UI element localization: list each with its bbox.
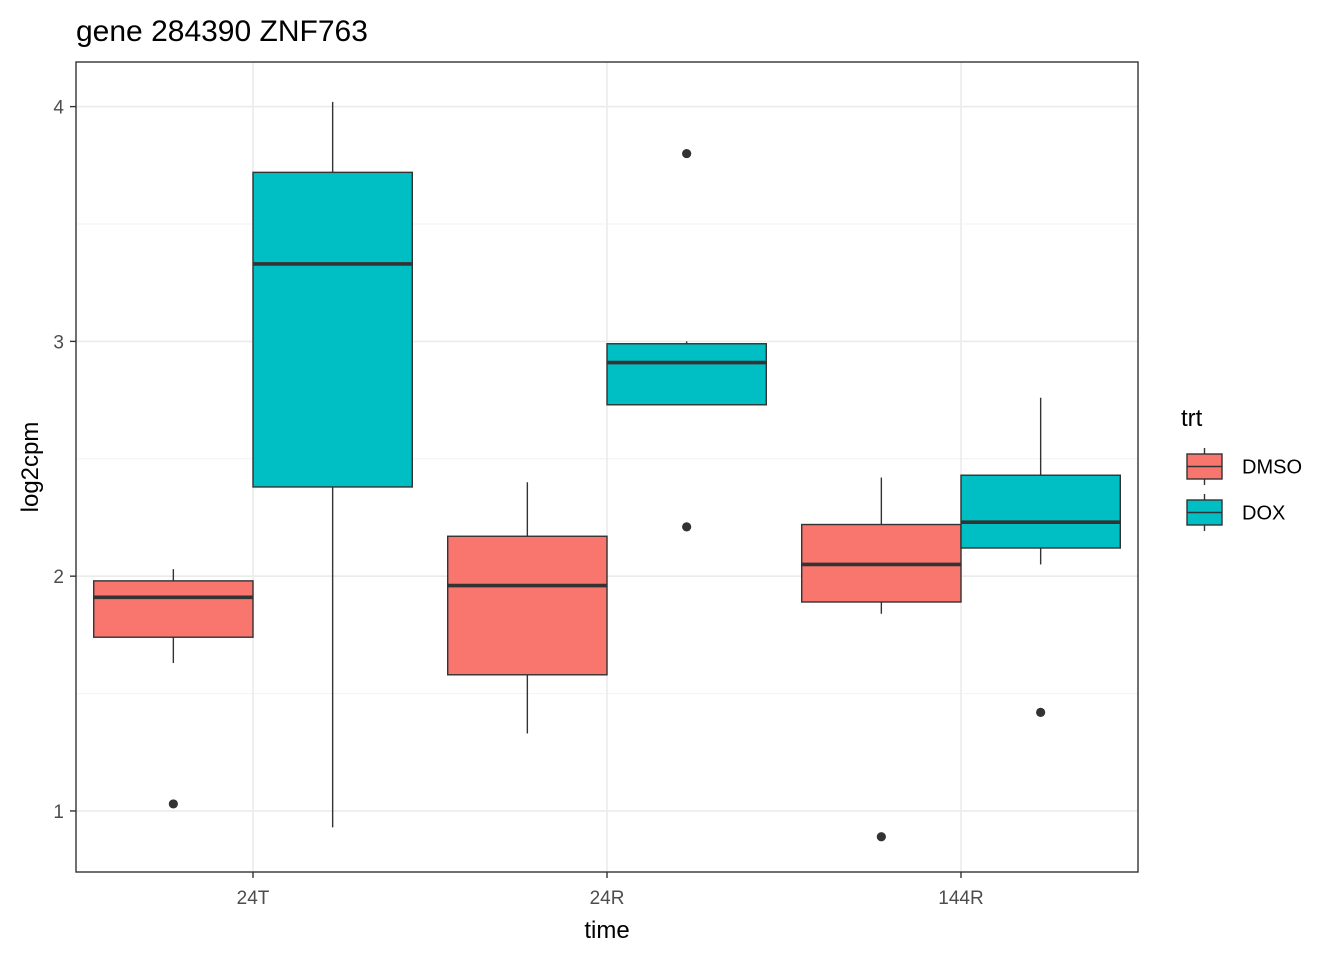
- y-axis: 1 2 3 4: [53, 98, 76, 823]
- box-iqr: [252, 171, 414, 488]
- box-iqr: [92, 580, 254, 638]
- legend-item-dmso: DMSO: [1186, 448, 1302, 485]
- outlier-point: [1036, 707, 1046, 717]
- box-dox-144r: [960, 397, 1122, 717]
- legend-item-dox: DOX: [1186, 494, 1285, 531]
- y-tick-label: 3: [53, 332, 64, 353]
- plot-panel: [75, 61, 1139, 873]
- y-tick-label: 4: [53, 98, 64, 119]
- box-iqr: [447, 535, 608, 676]
- chart-title: gene 284390 ZNF763: [76, 15, 368, 48]
- outlier-point: [682, 148, 692, 159]
- box-dmso-24t: [92, 569, 254, 809]
- box-dmso-24r: [447, 482, 608, 734]
- x-tick-label: 144R: [938, 888, 983, 909]
- box-dox-24r: [606, 148, 768, 532]
- box-dox-24t: [252, 101, 414, 828]
- outlier-point: [682, 522, 692, 532]
- outlier-point: [168, 799, 178, 809]
- legend-label: DOX: [1242, 503, 1285, 525]
- x-axis: 24T 24R 144R: [237, 872, 984, 909]
- legend: trt DMSO DOX: [1181, 405, 1302, 531]
- box-dmso-144r: [801, 477, 962, 842]
- outlier-point: [876, 832, 886, 842]
- box-iqr: [960, 474, 1122, 549]
- x-tick-label: 24R: [590, 888, 625, 909]
- x-tick-label: 24T: [237, 888, 270, 909]
- y-tick-label: 1: [53, 802, 64, 823]
- box-groups: [92, 101, 1122, 842]
- x-axis-title: time: [584, 917, 629, 944]
- y-axis-title: log2cpm: [17, 422, 44, 513]
- legend-title: trt: [1181, 405, 1203, 432]
- legend-label: DMSO: [1242, 457, 1302, 479]
- y-tick-label: 2: [53, 567, 64, 588]
- box-iqr: [606, 343, 768, 406]
